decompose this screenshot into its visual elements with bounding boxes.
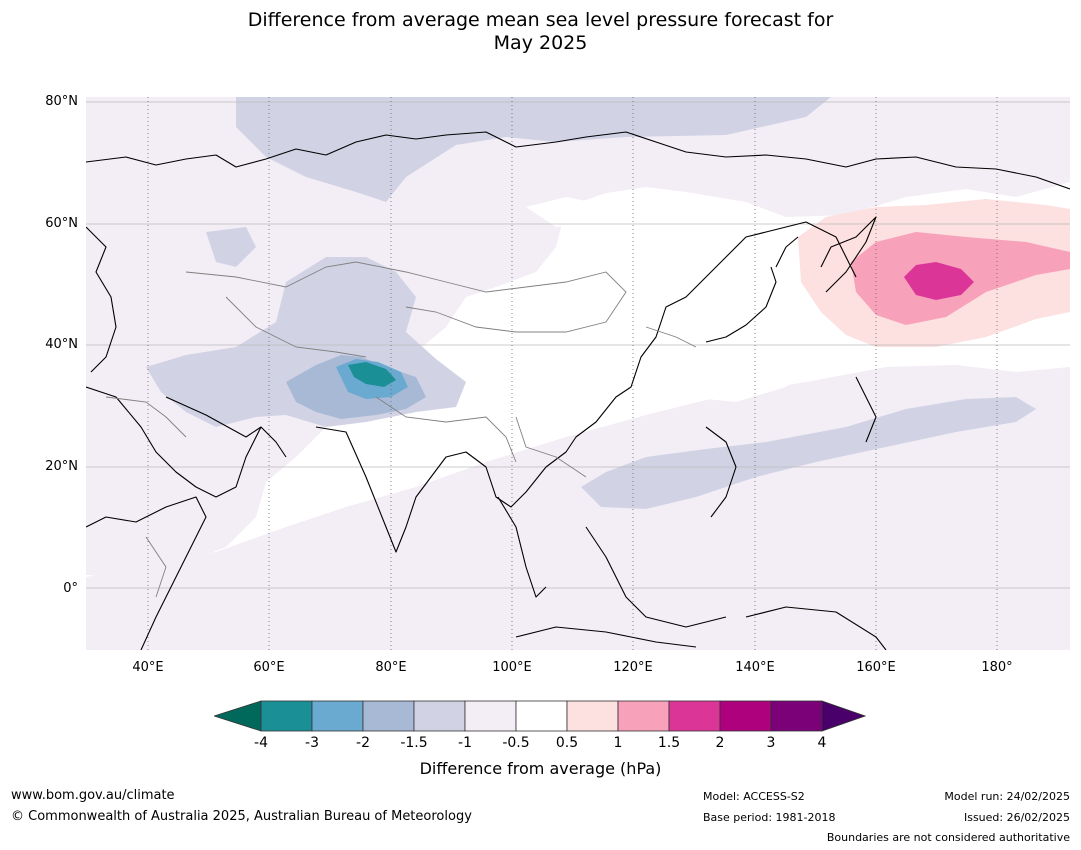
lon-label-60e: 60°E (253, 660, 285, 675)
colorbar-bin-p1 (617, 700, 670, 732)
anomaly-region-m4 (348, 362, 396, 387)
map-title-line2: May 2025 (493, 32, 588, 54)
colorbar-tick: -4 (254, 735, 268, 751)
colorbar-bin-m3 (311, 700, 364, 732)
colorbar-tick: -1 (458, 735, 472, 751)
pressure-anomaly-map (86, 97, 1070, 650)
colorbar-bin-neutral (515, 700, 568, 732)
lon-label-100e: 100°E (492, 660, 532, 675)
colorbar-bin-p05 (566, 700, 619, 732)
anomaly-region-p15 (904, 262, 974, 300)
lat-label-20n: 20°N (45, 459, 78, 474)
colorbar-tick: 4 (817, 735, 827, 751)
lon-label-120e: 120°E (613, 660, 653, 675)
colorbar-bin-m15 (413, 700, 466, 732)
colorbar-low-extend (214, 700, 262, 732)
colorbar-tick: 0.5 (555, 735, 579, 751)
anomaly-region-neutral (506, 232, 826, 417)
coastlines (86, 131, 1070, 650)
colorbar-high-extend (821, 700, 866, 732)
lat-label-60n: 60°N (45, 216, 78, 231)
colorbar-tick: 2 (715, 735, 725, 751)
footer-issued: Issued: 26/02/2025 (963, 811, 1070, 824)
colorbar-bin-p3 (770, 700, 823, 732)
colorbar-tick: -0.5 (502, 735, 530, 751)
latitude-gridlines (86, 101, 1070, 589)
footer-website-link[interactable]: www.bom.gov.au/climate (11, 788, 175, 803)
lat-label-80n: 80°N (45, 94, 78, 109)
lon-label-140e: 140°E (735, 660, 775, 675)
colorbar-bin-m4 (260, 700, 313, 732)
footer-copyright: © Commonwealth of Australia 2025, Austra… (11, 809, 472, 824)
lon-label-40e: 40°E (132, 660, 164, 675)
anomaly-region-m15-westsib (206, 227, 256, 267)
lon-label-80e: 80°E (375, 660, 407, 675)
colorbar-bin-m1 (464, 700, 517, 732)
colorbar-label: Difference from average (hPa) (419, 759, 662, 778)
colorbar-bin-p15 (668, 700, 721, 732)
anomaly-region-m15-arctic (236, 97, 831, 202)
colorbar-tick: -2 (356, 735, 370, 751)
colorbar-bin-m2 (362, 700, 415, 732)
map-title-line1: Difference from average mean sea level p… (247, 9, 834, 31)
longitude-gridlines (147, 97, 998, 650)
map-canvas (86, 97, 1070, 650)
footer-disclaimer: Boundaries are not considered authoritat… (826, 831, 1070, 844)
colorbar-tick: -1.5 (400, 735, 428, 751)
footer-model-run: Model run: 24/02/2025 (944, 790, 1070, 803)
colorbar (214, 700, 866, 732)
colorbar-tick: 3 (766, 735, 776, 751)
colorbar-tick: 1 (613, 735, 623, 751)
map-title: Difference from average mean sea level p… (0, 9, 1081, 55)
colorbar-tick: 1.5 (657, 735, 681, 751)
footer-base-period: Base period: 1981-2018 (703, 811, 836, 824)
lon-label-160e: 160°E (856, 660, 896, 675)
colorbar-tick: -3 (305, 735, 319, 751)
lat-label-40n: 40°N (45, 337, 78, 352)
colorbar-bin-p2 (719, 700, 772, 732)
anomaly-region-m15-pacific (581, 397, 1036, 509)
country-borders (105, 261, 697, 598)
lat-label-0: 0° (63, 581, 78, 596)
footer-model: Model: ACCESS-S2 (703, 790, 805, 803)
lon-label-180: 180° (981, 660, 1013, 675)
anomaly-region-neutral-north (526, 197, 606, 227)
anomaly-region-m1 (86, 97, 1070, 577)
